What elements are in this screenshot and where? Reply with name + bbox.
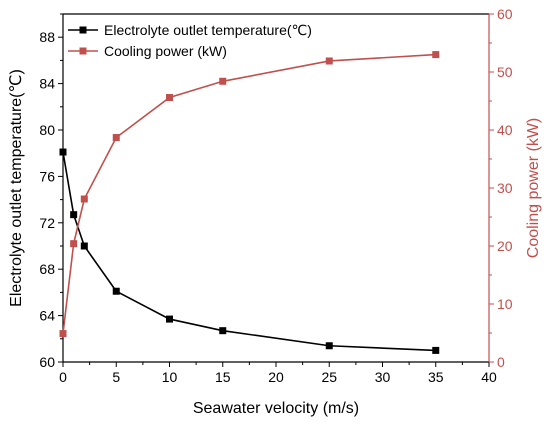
data-point	[70, 211, 78, 219]
series-line	[62, 53, 436, 334]
data-point	[219, 327, 227, 335]
data-point	[80, 242, 88, 250]
legend-marker	[79, 47, 87, 55]
x-tick-label: 0	[59, 369, 67, 385]
left-y-axis-title: Electrolyte outlet temperature(℃)	[8, 69, 25, 307]
x-axis-title: Seawater velocity (m/s)	[193, 400, 359, 417]
data-point	[80, 195, 88, 203]
data-point	[166, 315, 173, 323]
left-y-tick-label: 80	[39, 122, 55, 138]
x-tick-label: 10	[162, 369, 178, 385]
x-tick-label: 15	[215, 369, 231, 385]
left-y-tick-label: 88	[39, 29, 55, 45]
data-point	[70, 240, 78, 248]
legend-marker	[79, 26, 87, 34]
left-y-tick-label: 64	[39, 308, 55, 324]
left-y-tick-label: 84	[39, 76, 55, 92]
data-point	[432, 51, 440, 59]
x-tick-label: 20	[268, 369, 284, 385]
left-y-tick-label: 60	[39, 354, 55, 370]
data-point	[112, 287, 120, 295]
legend-label: Cooling power (kW)	[104, 43, 227, 59]
legend: Electrolyte outlet temperature(℃) Cooling…	[68, 22, 312, 59]
data-point	[219, 77, 227, 85]
x-tick-label: 5	[112, 369, 120, 385]
data-point	[325, 57, 333, 65]
series-line	[62, 151, 436, 352]
series-1	[59, 148, 440, 354]
right-y-tick-label: 40	[497, 122, 513, 138]
right-y-axis-title: Cooling power (kW)	[525, 118, 542, 258]
x-tick-label: 25	[321, 369, 337, 385]
data-point	[325, 342, 333, 350]
x-tick-label: 30	[375, 369, 391, 385]
right-y-tick-label: 0	[497, 354, 505, 370]
right-y-tick-label: 60	[497, 6, 513, 22]
axes: 0 5 10 15 20 25 30 35 40 60 64 68 72 76 80 84 88 0 10 20 30 4…	[39, 6, 512, 385]
data-point	[166, 94, 173, 102]
right-y-tick-label: 50	[497, 64, 513, 80]
data-point	[59, 330, 67, 338]
right-y-tick-label: 10	[497, 296, 513, 312]
left-y-tick-label: 76	[39, 168, 55, 184]
data-point	[432, 346, 440, 354]
legend-label: Electrolyte outlet temperature(℃)	[104, 22, 312, 38]
right-y-tick-label: 30	[497, 180, 513, 196]
series-layer	[59, 51, 440, 354]
series-2	[59, 51, 440, 338]
x-tick-label: 35	[428, 369, 444, 385]
left-y-tick-label: 72	[39, 215, 55, 231]
right-y-tick-label: 20	[497, 238, 513, 254]
data-point	[112, 134, 120, 142]
x-tick-label: 40	[481, 369, 497, 385]
data-point	[59, 148, 67, 156]
left-y-tick-label: 68	[39, 261, 55, 277]
